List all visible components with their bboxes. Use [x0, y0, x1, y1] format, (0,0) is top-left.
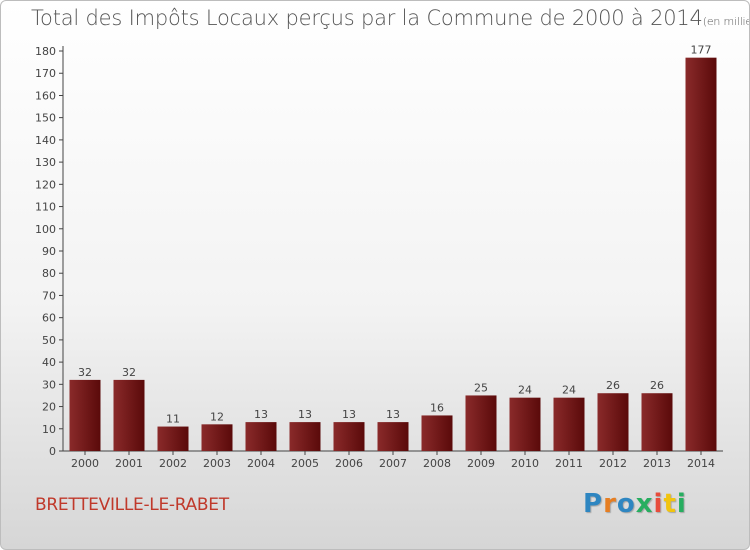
y-tick-label: 180 [35, 45, 56, 58]
logo-letter: x [635, 489, 654, 519]
logo-letter: r [603, 489, 617, 519]
bar [685, 57, 717, 452]
x-tick-label: 2008 [423, 457, 451, 470]
y-tick-label: 120 [35, 178, 56, 191]
chart-title-main: Total des Impôts Locaux perçus par la Co… [31, 6, 703, 30]
x-tick-label: 2011 [555, 457, 583, 470]
y-tick-label: 140 [35, 134, 56, 147]
logo-letter: i [653, 489, 664, 519]
bars [69, 57, 717, 452]
x-tick-label: 2013 [643, 457, 671, 470]
bar [597, 393, 629, 451]
x-tick-label: 2001 [115, 457, 143, 470]
x-tick-label: 2003 [203, 457, 231, 470]
y-tick-label: 70 [42, 289, 56, 302]
data-label: 24 [518, 384, 532, 397]
y-axis: 0 10 20 30 40 50 60 70 80 90 100 110 120 130 140 150 160… [35, 45, 64, 458]
chart-title-unit: (en milliers d'€) [702, 15, 749, 28]
logo-letter: t [663, 489, 677, 519]
data-label: 13 [298, 408, 312, 421]
x-tick-label: 2014 [687, 457, 715, 470]
x-tick-label: 2009 [467, 457, 495, 470]
y-tick-label: 80 [42, 267, 56, 280]
logo-letter: P [583, 489, 604, 519]
y-tick-label: 0 [49, 445, 56, 458]
data-label: 16 [430, 401, 444, 414]
x-tick-label: 2007 [379, 457, 407, 470]
bar [157, 426, 189, 451]
data-label: 24 [562, 384, 576, 397]
bar [113, 379, 145, 451]
data-label: 13 [386, 408, 400, 421]
x-tick-label: 2012 [599, 457, 627, 470]
data-label: 11 [166, 413, 180, 426]
bar [553, 397, 585, 451]
y-tick-label: 170 [35, 67, 56, 80]
bar [641, 393, 673, 451]
data-label: 177 [691, 44, 712, 57]
data-label: 26 [650, 379, 664, 392]
y-tick-label: 30 [42, 378, 56, 391]
y-tick-label: 150 [35, 112, 56, 125]
bar [465, 395, 497, 451]
bar [333, 422, 365, 451]
y-tick-label: 90 [42, 245, 56, 258]
x-tick-label: 2010 [511, 457, 539, 470]
data-label: 32 [122, 366, 136, 379]
x-tick-label: 2000 [71, 457, 99, 470]
y-tick-label: 130 [35, 156, 56, 169]
logo-letter: i [676, 489, 687, 519]
data-label: 12 [210, 410, 224, 423]
y-tick-label: 20 [42, 401, 56, 414]
x-tick-label: 2002 [159, 457, 187, 470]
data-label: 32 [78, 366, 92, 379]
logo-letter: o [616, 489, 636, 519]
bar [509, 397, 541, 451]
bar [201, 424, 233, 451]
bar [377, 422, 409, 451]
data-labels: 32 32 11 12 13 13 13 13 16 25 24 24 26 26 177 [78, 44, 712, 426]
y-tick-label: 40 [42, 356, 56, 369]
chart-title: Total des Impôts Locaux perçus par la Co… [31, 6, 749, 30]
y-tick-label: 10 [42, 423, 56, 436]
proxiti-logo[interactable]: Proxiti [583, 489, 687, 519]
y-tick-label: 100 [35, 223, 56, 236]
x-tick-label: 2005 [291, 457, 319, 470]
bar [69, 379, 101, 451]
data-label: 13 [342, 408, 356, 421]
commune-name: BRETTEVILLE-LE-RABET [35, 495, 229, 515]
x-tick-label: 2006 [335, 457, 363, 470]
bar [245, 422, 277, 451]
bar [421, 415, 453, 451]
x-axis: 2000 2001 2002 2003 2004 2005 2006 2007 2008 2009… [63, 450, 723, 470]
data-label: 13 [254, 408, 268, 421]
y-tick-label: 160 [35, 89, 56, 102]
data-label: 26 [606, 379, 620, 392]
data-label: 25 [474, 381, 488, 394]
y-tick-label: 110 [35, 201, 56, 214]
x-tick-label: 2004 [247, 457, 275, 470]
y-tick-label: 60 [42, 312, 56, 325]
bar [289, 422, 321, 451]
y-tick-label: 50 [42, 334, 56, 347]
